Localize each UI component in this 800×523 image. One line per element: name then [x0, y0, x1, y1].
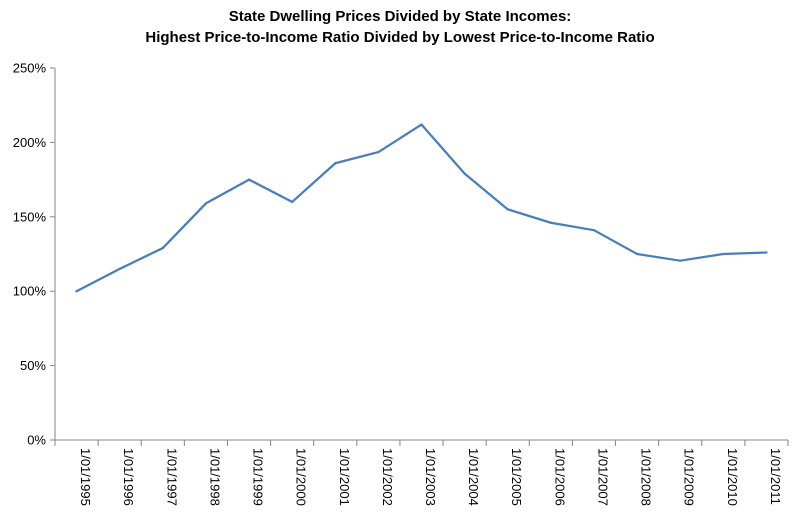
data-point — [549, 221, 552, 224]
data-point — [334, 162, 337, 165]
x-tick-label: 1/01/2008 — [639, 448, 654, 506]
y-tick-label: 250% — [13, 61, 47, 76]
y-axis: 0% 50% 100% 150% 200% 250% — [13, 61, 56, 448]
x-tick-label: 1/01/2003 — [423, 448, 438, 506]
y-tick-label: 0% — [27, 433, 46, 448]
data-point — [765, 251, 768, 254]
chart-title: State Dwelling Prices Divided by State I… — [0, 6, 800, 48]
series-line-group — [75, 123, 768, 293]
data-point — [75, 290, 78, 293]
x-tick-label: 1/01/2001 — [337, 448, 352, 506]
x-tick-label: 1/01/2002 — [380, 448, 395, 506]
y-tick-label: 100% — [13, 284, 47, 299]
x-tick-label: 1/01/1995 — [78, 448, 93, 506]
x-tick-label: 1/01/2007 — [595, 448, 610, 506]
data-point — [722, 252, 725, 256]
x-tick-label: 1/01/1997 — [164, 448, 179, 506]
x-tick-label: 1/01/2006 — [552, 448, 567, 506]
data-point — [635, 252, 639, 256]
data-point — [679, 259, 682, 262]
x-tick-label: 1/01/2000 — [294, 448, 309, 506]
chart-title-line-1: State Dwelling Prices Divided by State I… — [228, 8, 572, 25]
x-tick-label: 1/01/2010 — [725, 448, 740, 506]
data-point — [592, 229, 596, 232]
data-point — [420, 123, 423, 126]
data-point — [291, 200, 294, 204]
y-tick-label: 150% — [13, 209, 47, 224]
data-point — [377, 150, 380, 154]
data-point — [204, 202, 208, 205]
x-tick-label: 1/01/1998 — [207, 448, 222, 506]
x-tick-label: 1/01/2004 — [466, 448, 481, 506]
x-tick-label: 1/01/2009 — [682, 448, 697, 506]
y-tick-label: 200% — [13, 135, 47, 150]
data-point — [247, 178, 251, 181]
x-tick-label: 1/01/2011 — [768, 448, 783, 505]
series-line — [75, 123, 768, 293]
data-point — [506, 208, 509, 211]
data-point — [161, 246, 164, 250]
chart-title-line-2: Highest Price-to-Income Ratio Divided by… — [145, 29, 655, 46]
data-point — [463, 172, 466, 175]
y-tick-label: 50% — [20, 358, 46, 373]
data-point — [118, 267, 121, 270]
x-tick-label: 1/01/2005 — [509, 448, 524, 506]
x-axis: 1/01/1995 1/01/1996 1/01/1997 1/01/1998 1/01… — [54, 439, 789, 506]
x-tick-label: 1/01/1999 — [251, 448, 266, 506]
x-tick-label: 1/01/1996 — [121, 448, 136, 506]
